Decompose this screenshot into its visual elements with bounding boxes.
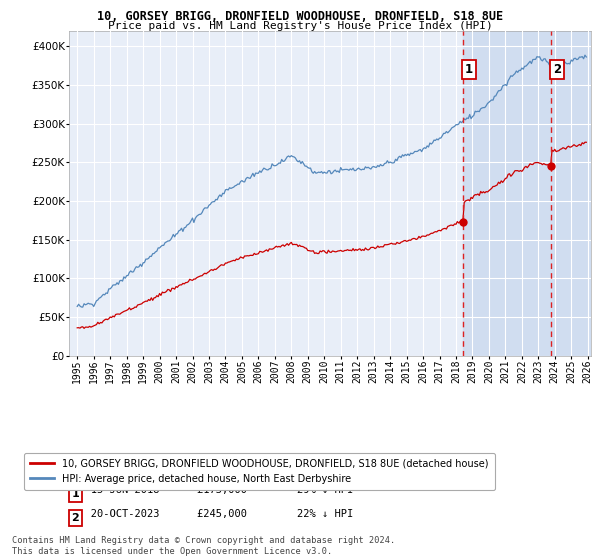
Text: Price paid vs. HM Land Registry's House Price Index (HPI): Price paid vs. HM Land Registry's House … (107, 21, 493, 31)
Bar (463, 31, 591, 356)
Text: 1: 1 (465, 63, 473, 76)
Text: 10, GORSEY BRIGG, DRONFIELD WOODHOUSE, DRONFIELD, S18 8UE: 10, GORSEY BRIGG, DRONFIELD WOODHOUSE, D… (97, 10, 503, 23)
Text: 20-OCT-2023      £245,000        22% ↓ HPI: 20-OCT-2023 £245,000 22% ↓ HPI (71, 509, 353, 519)
Legend: 10, GORSEY BRIGG, DRONFIELD WOODHOUSE, DRONFIELD, S18 8UE (detached house), HPI:: 10, GORSEY BRIGG, DRONFIELD WOODHOUSE, D… (24, 453, 494, 489)
Text: 2: 2 (71, 514, 79, 523)
Text: Contains HM Land Registry data © Crown copyright and database right 2024.
This d: Contains HM Land Registry data © Crown c… (12, 536, 395, 556)
Text: 1: 1 (71, 489, 79, 499)
Text: 2: 2 (553, 63, 561, 76)
Text: 15-JUN-2018      £173,000        29% ↓ HPI: 15-JUN-2018 £173,000 29% ↓ HPI (71, 484, 353, 494)
